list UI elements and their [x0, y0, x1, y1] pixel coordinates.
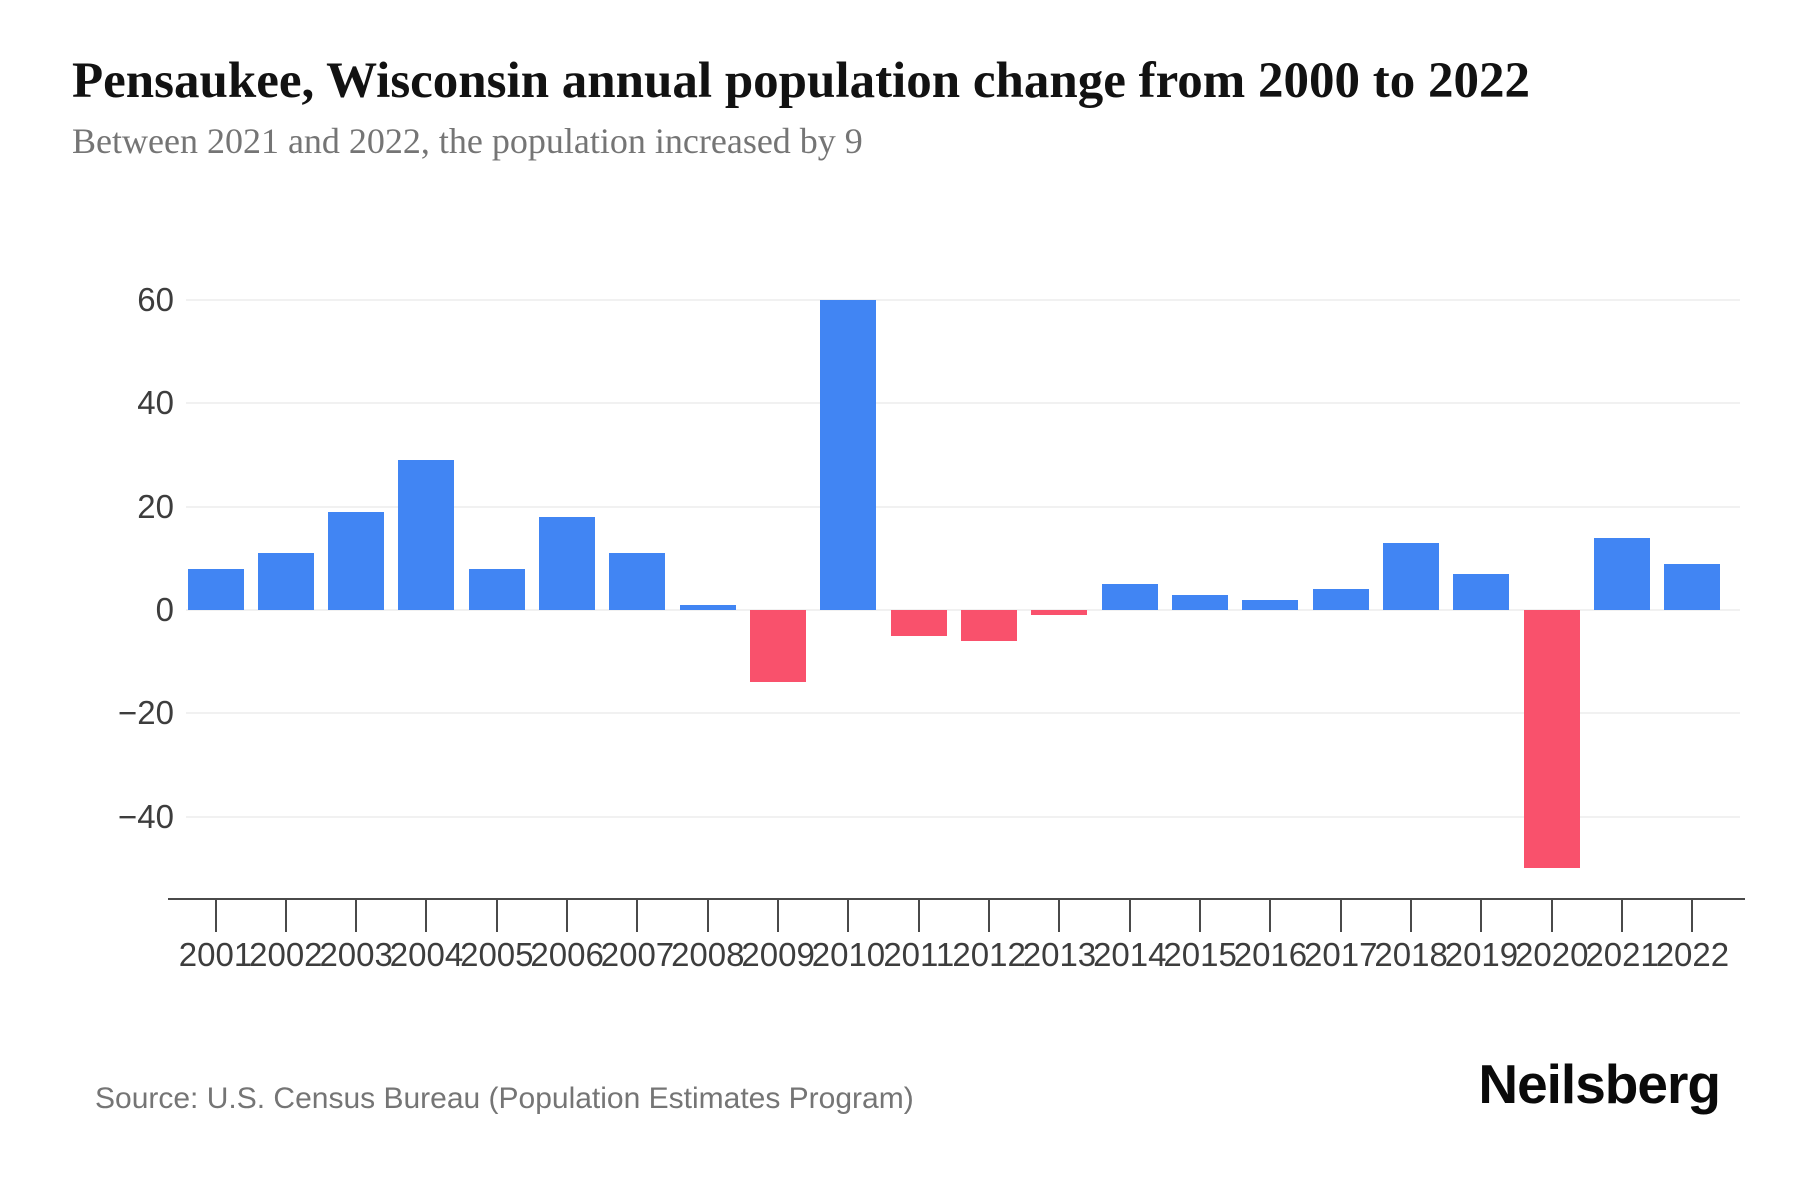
x-axis-label-2008: 2008 — [671, 936, 745, 973]
neilsberg-logo: Neilsberg — [1478, 1053, 1721, 1115]
bar-2010 — [820, 300, 877, 610]
x-axis-label-2022: 2022 — [1655, 936, 1730, 973]
bar-2015 — [1172, 594, 1229, 610]
x-tick-2022 — [1691, 898, 1694, 932]
x-tick-2009 — [777, 898, 780, 932]
x-axis-label-2019: 2019 — [1444, 936, 1519, 973]
x-tick-2015 — [1199, 898, 1202, 932]
gridline-y-20 — [186, 505, 1740, 508]
y-axis-label-20: 20 — [137, 487, 174, 525]
x-tick-2020 — [1550, 898, 1553, 932]
x-axis-label-2004: 2004 — [389, 936, 464, 973]
x-axis-label-2016: 2016 — [1233, 936, 1308, 973]
y-axis-label--40: −40 — [118, 797, 174, 835]
x-axis-label-2020: 2020 — [1515, 936, 1589, 973]
x-axis-label-2010: 2010 — [811, 936, 886, 973]
x-axis-label-2006: 2006 — [530, 936, 604, 973]
bar-2022 — [1664, 563, 1721, 610]
gridline-y--40 — [186, 815, 1740, 818]
y-axis-label-0: 0 — [155, 591, 174, 628]
bar-2002 — [257, 553, 314, 610]
x-tick-2007 — [636, 898, 639, 932]
x-axis-label-2012: 2012 — [952, 936, 1026, 973]
x-tick-2014 — [1128, 898, 1131, 932]
x-axis-label-2005: 2005 — [460, 936, 534, 973]
x-axis-label-2007: 2007 — [600, 936, 675, 973]
bar-2016 — [1242, 599, 1299, 610]
bar-2011 — [890, 610, 947, 636]
x-tick-2010 — [847, 898, 850, 932]
x-axis-label-2009: 2009 — [741, 936, 815, 973]
x-tick-2016 — [1269, 898, 1272, 932]
x-tick-2018 — [1410, 898, 1413, 932]
x-tick-2019 — [1480, 898, 1483, 932]
x-tick-2006 — [566, 898, 569, 932]
x-tick-2004 — [425, 898, 428, 932]
bar-2005 — [468, 568, 525, 610]
bar-2001 — [187, 568, 244, 610]
x-axis-line — [168, 898, 1745, 900]
chart-subtitle: Between 2021 and 2022, the population in… — [72, 121, 863, 161]
x-tick-2003 — [355, 898, 358, 932]
x-axis-label-2014: 2014 — [1093, 936, 1167, 973]
source-attribution: Source: U.S. Census Bureau (Population E… — [95, 1082, 914, 1115]
bar-2021 — [1594, 537, 1651, 610]
bar-2004 — [398, 460, 455, 610]
bar-2012 — [961, 610, 1018, 641]
x-tick-2005 — [495, 898, 498, 932]
bar-2007 — [609, 553, 666, 610]
x-axis-label-2021: 2021 — [1585, 936, 1659, 973]
x-axis-label-2013: 2013 — [1022, 936, 1097, 973]
x-axis-label-2018: 2018 — [1374, 936, 1448, 973]
y-axis-label--20: −20 — [118, 694, 174, 732]
bar-2020 — [1523, 610, 1580, 869]
x-tick-2002 — [284, 898, 287, 932]
chart-title: Pensaukee, Wisconsin annual population c… — [72, 53, 1531, 109]
y-axis-label-40: 40 — [137, 384, 174, 422]
bar-2013 — [1031, 610, 1088, 616]
gridline-y-40 — [186, 402, 1740, 405]
x-tick-2017 — [1339, 898, 1342, 932]
x-axis-label-2001: 2001 — [178, 936, 253, 973]
x-axis-label-2017: 2017 — [1304, 936, 1378, 973]
bar-2017 — [1312, 589, 1369, 610]
bar-2019 — [1453, 573, 1510, 610]
x-axis-label-2002: 2002 — [249, 936, 323, 973]
gridline-y--20 — [186, 712, 1740, 715]
y-axis-label-60: 60 — [137, 281, 174, 319]
x-tick-2008 — [706, 898, 709, 932]
bar-2018 — [1383, 542, 1440, 610]
gridline-y-60 — [186, 299, 1740, 302]
bar-2003 — [328, 511, 385, 610]
x-axis-label-2011: 2011 — [883, 936, 955, 973]
x-tick-2013 — [1058, 898, 1061, 932]
x-tick-2011 — [917, 898, 920, 932]
x-tick-2021 — [1621, 898, 1624, 932]
x-axis-label-2015: 2015 — [1163, 936, 1237, 973]
bar-2006 — [539, 517, 596, 610]
x-tick-2001 — [214, 898, 217, 932]
bar-2008 — [679, 604, 736, 610]
bar-2009 — [750, 610, 807, 683]
x-tick-2012 — [988, 898, 991, 932]
x-axis-label-2003: 2003 — [319, 936, 393, 973]
bar-2014 — [1101, 584, 1158, 610]
